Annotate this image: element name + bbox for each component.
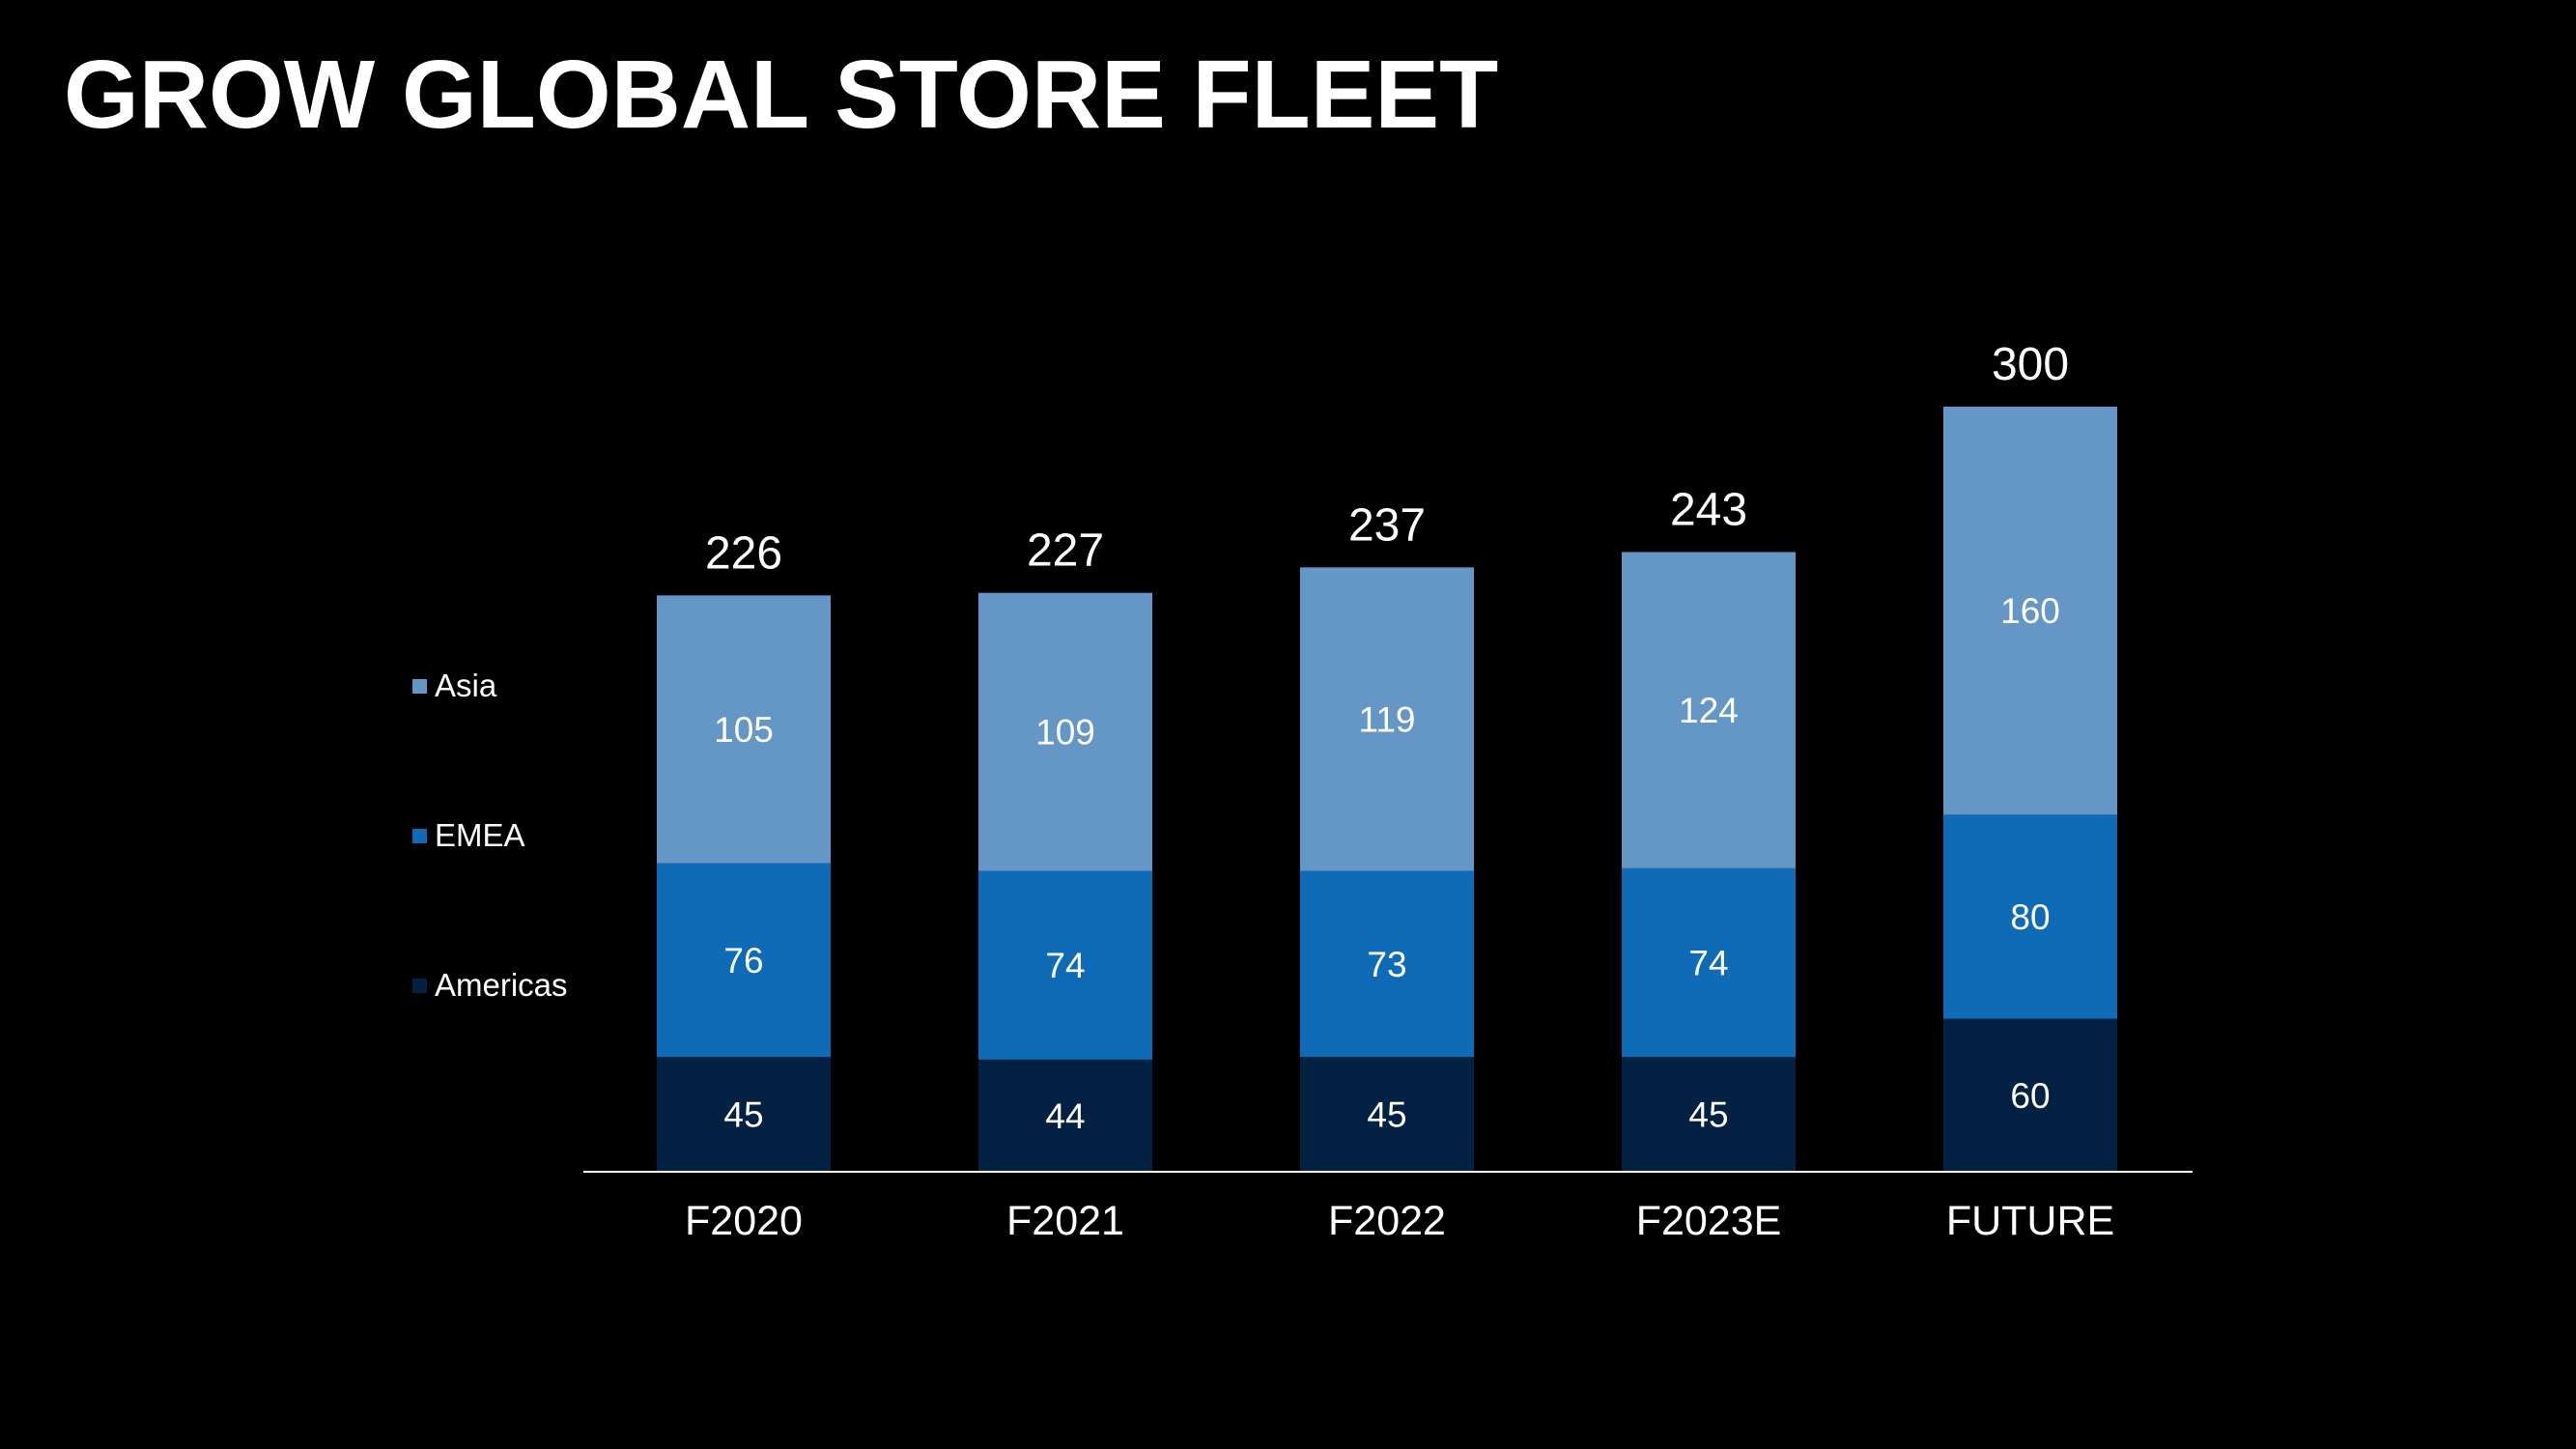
page-title: GROW GLOBAL STORE FLEET (64, 41, 1499, 149)
data-label-emea: 73 (1367, 945, 1406, 984)
legend-label-asia: Asia (435, 668, 497, 703)
bar-asia-f2022 (1300, 567, 1474, 871)
data-label-asia: 160 (2000, 591, 2060, 631)
x-tick-label: F2022 (1328, 1198, 1446, 1244)
bar-emea-f2023e (1622, 867, 1796, 1058)
legend-label-americas: Americas (435, 967, 568, 1003)
bar-americas-future (1943, 1018, 2117, 1172)
legend-swatch-asia (412, 678, 427, 694)
bar-americas-f2023e (1622, 1057, 1796, 1172)
legend-item-americas: Americas (412, 966, 568, 1005)
data-label-emea: 76 (723, 941, 763, 980)
bar-emea-f2020 (657, 863, 831, 1058)
x-tick-label: F2021 (1006, 1198, 1124, 1244)
bar-asia-future (1943, 407, 2117, 815)
bar-americas-f2020 (657, 1057, 831, 1172)
data-label-emea: 74 (1045, 946, 1085, 985)
data-label-americas: 45 (1367, 1095, 1406, 1135)
data-label-americas: 44 (1045, 1096, 1085, 1136)
data-label-emea: 74 (1688, 944, 1728, 983)
x-tick-label: FUTURE (1946, 1198, 2114, 1244)
total-label: 226 (705, 527, 782, 579)
total-label: 227 (1027, 526, 1104, 577)
bar-asia-f2023e (1622, 552, 1796, 868)
bar-asia-f2021 (978, 592, 1152, 871)
bar-asia-f2020 (657, 595, 831, 864)
data-label-americas: 60 (2010, 1076, 2050, 1116)
total-label: 237 (1348, 499, 1426, 551)
total-label: 300 (1992, 339, 2069, 390)
x-tick-label: F2020 (685, 1198, 803, 1244)
data-label-asia: 109 (1035, 713, 1095, 753)
bar-emea-f2022 (1300, 870, 1474, 1058)
data-label-emea: 80 (2010, 897, 2050, 937)
data-label-asia: 124 (1679, 691, 1739, 730)
bar-emea-f2021 (978, 870, 1152, 1060)
legend-item-asia: Asia (412, 667, 496, 705)
data-label-americas: 45 (1688, 1095, 1728, 1135)
chart-legend: Asia EMEA Americas (412, 667, 644, 1014)
bar-americas-f2022 (1300, 1057, 1474, 1172)
legend-label-emea: EMEA (435, 817, 525, 853)
x-tick-label: F2023E (1636, 1198, 1782, 1244)
total-label: 243 (1670, 484, 1747, 535)
data-label-americas: 45 (723, 1095, 763, 1135)
data-label-asia: 119 (1359, 699, 1416, 739)
data-label-asia: 105 (714, 710, 774, 750)
legend-swatch-emea (412, 828, 427, 843)
legend-item-emea: EMEA (412, 816, 525, 855)
bar-americas-f2021 (978, 1059, 1152, 1172)
legend-swatch-americas (412, 978, 427, 993)
bar-emea-future (1943, 814, 2117, 1019)
